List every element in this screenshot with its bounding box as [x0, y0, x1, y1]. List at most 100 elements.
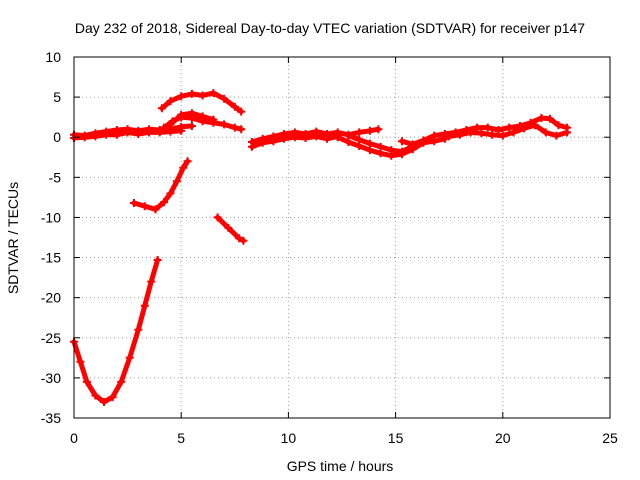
data-point: [563, 128, 572, 137]
data-point: [509, 128, 518, 137]
data-point: [230, 123, 239, 132]
data-point: [151, 205, 160, 214]
data-series: [70, 89, 572, 406]
data-point: [344, 131, 353, 140]
data-point: [230, 102, 239, 111]
y-tick-label: 10: [45, 49, 61, 65]
data-point: [76, 357, 85, 366]
x-tick-label: 15: [388, 430, 404, 446]
data-point: [166, 127, 175, 136]
data-point: [91, 391, 100, 400]
data-point: [177, 126, 186, 135]
data-point: [554, 121, 563, 130]
x-axis-label: GPS time / hours: [287, 458, 394, 474]
x-tick-label: 0: [70, 430, 78, 446]
data-point: [483, 123, 492, 132]
y-tick-label: -20: [41, 290, 61, 306]
data-point: [387, 146, 396, 155]
data-point: [290, 133, 299, 142]
data-point: [473, 123, 482, 132]
x-tick-label: 10: [281, 430, 297, 446]
y-tick-label: -5: [49, 169, 62, 185]
data-point: [91, 132, 100, 141]
data-point: [117, 377, 126, 386]
data-point: [123, 128, 132, 137]
data-point: [187, 89, 196, 98]
data-point: [537, 114, 546, 122]
data-point: [80, 133, 89, 142]
data-point: [333, 133, 342, 142]
data-point: [408, 140, 417, 149]
data-point: [145, 128, 153, 137]
data-point: [198, 112, 207, 121]
data-point: [374, 125, 383, 134]
data-point: [108, 393, 117, 402]
data-point: [269, 137, 278, 146]
axis-ticks: 0 5 10 15 20 25 10 5 0 -5 -10 -15 -20 -25 -30 -35: [41, 49, 618, 446]
y-tick-label: -10: [41, 209, 61, 225]
data-point: [520, 124, 529, 133]
data-point: [498, 131, 507, 140]
data-point: [166, 120, 175, 129]
data-point: [398, 147, 406, 156]
data-point: [100, 398, 108, 406]
data-point: [112, 130, 121, 139]
series-descending: [213, 213, 248, 245]
data-point: [258, 138, 267, 147]
data-point: [125, 353, 134, 362]
y-tick-label: -35: [41, 410, 61, 426]
data-point: [198, 91, 207, 100]
data-point: [130, 199, 138, 207]
data-point: [312, 132, 321, 141]
data-point: [280, 134, 289, 143]
chart-title: Day 232 of 2018, Sidereal Day-to-day VTE…: [75, 20, 585, 36]
y-tick-label: 0: [53, 129, 61, 145]
y-tick-label: -30: [41, 370, 61, 386]
data-point: [237, 107, 246, 116]
series-upper-arc-b: [155, 109, 218, 135]
data-point: [477, 129, 486, 138]
series-late-band-upper: [398, 114, 572, 149]
series-mid-day-b: [248, 132, 342, 151]
data-point: [248, 142, 256, 151]
y-tick-label: -15: [41, 250, 61, 266]
series-band: [71, 257, 161, 405]
data-point: [419, 136, 428, 145]
series-dip-rise: [130, 157, 192, 214]
data-point: [355, 135, 364, 144]
data-point: [82, 377, 91, 386]
data-point: [213, 213, 222, 222]
data-point: [102, 130, 111, 139]
data-point: [177, 92, 186, 101]
data-point: [209, 89, 218, 98]
y-tick-label: 5: [53, 89, 61, 105]
data-point: [488, 130, 497, 139]
data-point: [552, 131, 561, 140]
series-low-baseline-b: [70, 126, 186, 142]
data-point: [541, 128, 550, 137]
data-point: [455, 130, 464, 139]
y-tick-label: -25: [41, 330, 61, 346]
data-point: [445, 132, 454, 141]
x-tick-label: 5: [177, 430, 185, 446]
data-point: [157, 104, 166, 113]
data-point: [398, 137, 406, 146]
plot-frame: [73, 56, 611, 419]
data-point: [365, 139, 374, 148]
y-axis-label: SDTVAR / TECUs: [5, 182, 21, 294]
series-band: [215, 214, 246, 244]
data-point: [376, 142, 385, 151]
data-point: [183, 157, 192, 166]
series-peak: [157, 89, 246, 116]
data-point: [546, 114, 554, 123]
data-point: [134, 130, 143, 138]
data-point: [494, 126, 503, 134]
series-deep-u: [70, 256, 162, 406]
data-point: [166, 189, 175, 198]
data-point: [209, 115, 218, 124]
data-point: [172, 177, 181, 186]
data-point: [140, 301, 149, 310]
data-point: [505, 123, 514, 132]
data-point: [153, 256, 162, 264]
